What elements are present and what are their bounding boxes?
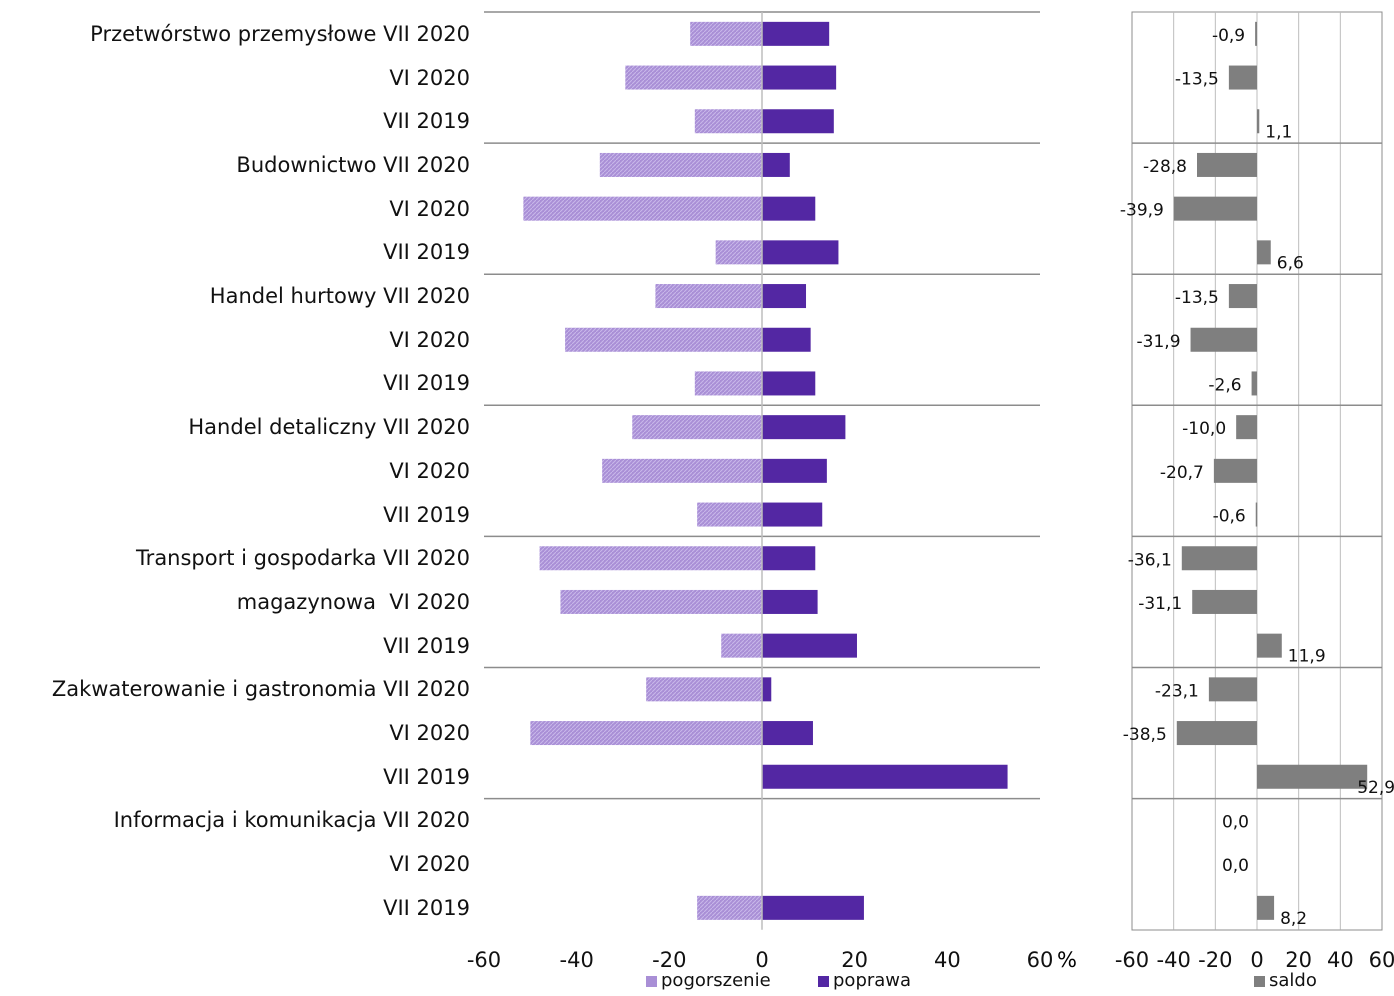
x-tick-label: 40 [934, 948, 961, 972]
row-label: VII 2019 [383, 502, 470, 527]
row-label: VII 2019 [383, 895, 470, 920]
legend-saldo: saldo [1254, 970, 1317, 992]
row-label: Transport i gospodarka VII 2020 [135, 546, 470, 571]
row-label: VI 2020 [389, 65, 470, 90]
bar-poprawa [762, 502, 823, 527]
row-label: VII 2019 [383, 240, 470, 265]
bar-poprawa [762, 633, 857, 658]
row-label: Handel hurtowy VII 2020 [209, 284, 470, 309]
legend-label-pogorszenie: pogorszenie [661, 970, 771, 991]
bar-pogorszenie [694, 109, 762, 134]
bar-poprawa [762, 371, 816, 396]
x-tick-label: 0 [755, 948, 768, 972]
x-axis-unit: % [1057, 948, 1077, 972]
x-tick-label: 60 [1027, 948, 1054, 972]
row-label: Handel detaliczny VII 2020 [188, 415, 470, 440]
row-label: Informacja i komunikacja VII 2020 [113, 808, 470, 833]
bar-pogorszenie [632, 415, 762, 440]
bar-poprawa [762, 458, 827, 483]
bar-pogorszenie [721, 633, 762, 658]
bar-poprawa [762, 677, 772, 702]
row-label: Zakwaterowanie i gastronomia VII 2020 [51, 677, 470, 702]
bar-poprawa [762, 109, 834, 134]
legend-swatch-pogorszenie [646, 975, 657, 987]
row-label: VII 2019 [383, 371, 470, 396]
x-tick-label: -20 [652, 948, 686, 972]
x-tick-label: 20 [841, 948, 868, 972]
bar-poprawa [762, 152, 790, 177]
bar-pogorszenie [523, 196, 762, 221]
bar-pogorszenie [697, 895, 762, 920]
bar-pogorszenie [690, 21, 762, 46]
bar-poprawa [762, 284, 807, 309]
bar-poprawa [762, 546, 816, 571]
bar-pogorszenie [715, 240, 762, 265]
bar-poprawa [762, 415, 846, 440]
bar-poprawa [762, 895, 864, 920]
row-label: Budownictwo VII 2020 [236, 152, 470, 177]
bar-pogorszenie [539, 546, 762, 571]
row-label: VI 2020 [389, 327, 470, 352]
row-label: Przetwórstwo przemysłowe VII 2020 [90, 21, 470, 46]
legend-label-poprawa: poprawa [833, 970, 912, 991]
x-tick-label: -60 [467, 948, 501, 972]
row-label: VI 2020 [389, 196, 470, 221]
bar-poprawa [762, 21, 830, 46]
row-label: VII 2019 [383, 109, 470, 134]
bar-pogorszenie [694, 371, 762, 396]
bar-pogorszenie [602, 458, 762, 483]
bar-pogorszenie [530, 721, 762, 746]
bar-pogorszenie [697, 502, 762, 527]
row-labels: Przetwórstwo przemysłowe VII 2020 VI 2020… [0, 0, 470, 996]
legend-pogorszenie: pogorszenie [646, 970, 771, 992]
legend-poprawa: poprawa [818, 970, 911, 992]
bar-poprawa [762, 196, 816, 221]
bar-poprawa [762, 65, 837, 90]
row-label: VI 2020 [389, 721, 470, 746]
legend-swatch-poprawa [818, 975, 829, 987]
bar-poprawa [762, 240, 839, 265]
legend-label-saldo: saldo [1269, 970, 1317, 991]
bar-pogorszenie [625, 65, 762, 90]
legend-swatch-saldo [1254, 975, 1265, 987]
bar-pogorszenie [560, 589, 762, 614]
row-label: magazynowa VI 2020 [236, 589, 470, 614]
row-label: VII 2019 [383, 633, 470, 658]
x-tick-label: -40 [560, 948, 594, 972]
row-label: VII 2019 [383, 764, 470, 789]
row-label: VI 2020 [389, 852, 470, 877]
bar-pogorszenie [599, 152, 762, 177]
bar-pogorszenie [646, 677, 762, 702]
row-label: VI 2020 [389, 458, 470, 483]
bar-poprawa [762, 589, 818, 614]
bar-poprawa [762, 721, 813, 746]
bar-poprawa [762, 764, 1008, 789]
bar-pogorszenie [565, 327, 762, 352]
bar-poprawa [762, 327, 811, 352]
bar-pogorszenie [655, 284, 762, 309]
